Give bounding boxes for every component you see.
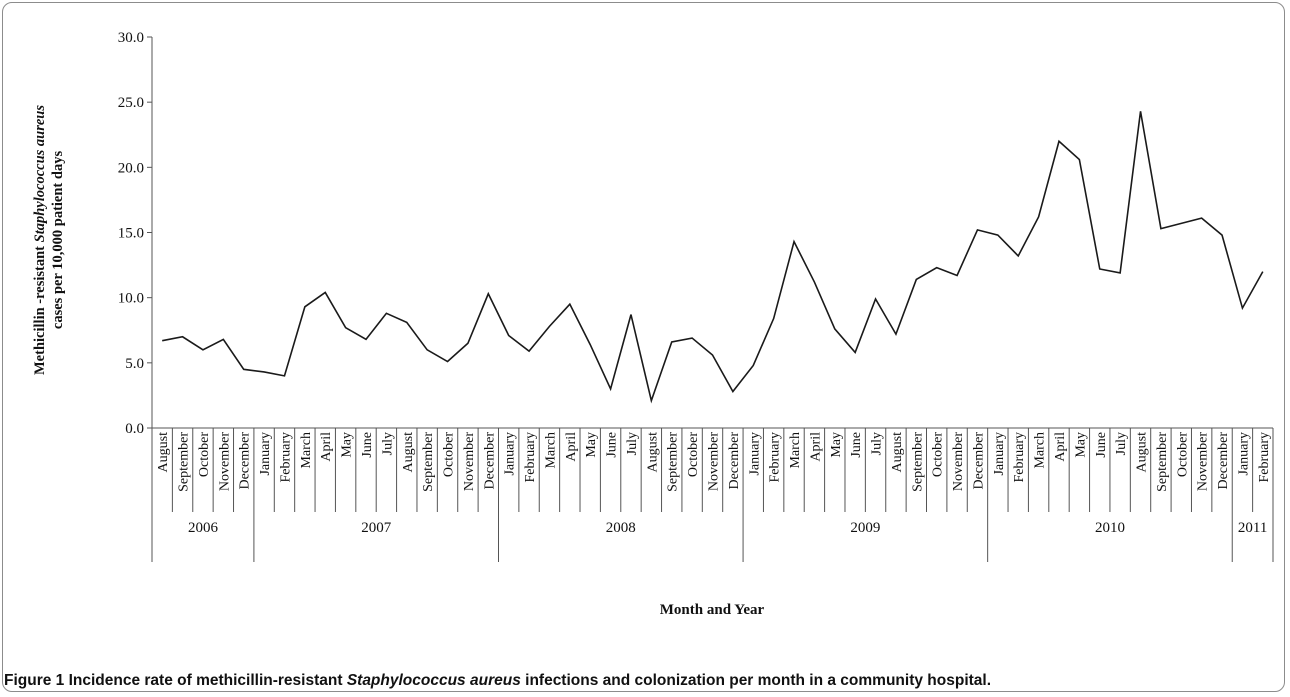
x-tick-label: July: [625, 432, 640, 455]
caption-suffix: infections and colonization per month in…: [520, 672, 992, 689]
x-tick-label: March: [788, 432, 803, 469]
x-tick-label: September: [666, 432, 681, 492]
x-tick-label: June: [360, 432, 375, 458]
y-axis-title-italic: Staphylococcus aureus: [32, 105, 48, 243]
x-tick-label: December: [238, 432, 253, 490]
y-tick-label: 25.0: [118, 95, 144, 111]
x-tick-label: October: [686, 432, 701, 477]
x-tick-label: January: [258, 432, 273, 476]
y-axis-title-line2: cases per 10,000 patient days: [50, 151, 66, 330]
x-tick-label: January: [1236, 432, 1251, 476]
year-label: 2007: [361, 520, 392, 536]
x-tick-label: February: [523, 432, 538, 483]
y-tick-label: 30.0: [118, 30, 144, 46]
x-tick-label: June: [849, 432, 864, 458]
x-tick-label: December: [971, 432, 986, 490]
year-label: 2008: [606, 520, 636, 536]
x-tick-label: September: [421, 432, 436, 492]
x-tick-label: February: [1012, 432, 1027, 483]
y-axis: 0.0 5.0 10.0 15.0 20.0 25.0 30.0: [118, 30, 153, 437]
x-tick-label: December: [727, 432, 742, 490]
x-tick-label: January: [503, 432, 518, 476]
x-tick-label: April: [564, 432, 579, 462]
x-tick-label: January: [747, 432, 762, 476]
x-tick-label: May: [829, 432, 844, 458]
y-tick-label: 5.0: [125, 356, 144, 372]
x-tick-label: October: [1175, 432, 1190, 477]
x-tick-label: September: [177, 432, 192, 492]
x-tick-label: May: [1073, 432, 1088, 458]
x-tick-label: May: [340, 432, 355, 458]
x-axis: August September October November December Ja…: [151, 427, 1274, 562]
x-tick-label: November: [462, 432, 477, 491]
x-tick-label: February: [768, 432, 783, 483]
x-tick-label: January: [992, 432, 1007, 476]
x-tick-label: February: [1257, 432, 1272, 483]
y-tick-label: 10.0: [118, 291, 144, 307]
x-tick-label: October: [442, 432, 457, 477]
x-tick-label: July: [1114, 432, 1129, 455]
x-tick-label: April: [319, 432, 334, 462]
figure-caption: Figure 1 Incidence rate of methicillin-r…: [4, 672, 1284, 690]
x-tick-label: August: [645, 432, 660, 473]
y-axis-title-prefix: Methicillin -resistant: [32, 242, 48, 375]
series-line: [162, 111, 1264, 404]
y-axis-title: Methicillin -resistant Staphylococcus au…: [32, 105, 66, 375]
x-tick-label: November: [217, 432, 232, 491]
series: [162, 111, 1264, 404]
caption-prefix: Figure 1 Incidence rate of methicillin-r…: [4, 672, 347, 689]
x-tick-label: June: [1094, 432, 1109, 458]
y-tick-label: 15.0: [118, 226, 144, 242]
x-tick-label: November: [1196, 432, 1211, 491]
x-tick-label: March: [299, 432, 314, 469]
x-tick-label: December: [1216, 432, 1231, 490]
x-tick-label: November: [951, 432, 966, 491]
x-tick-label: August: [401, 432, 416, 473]
x-tick-label: July: [870, 432, 885, 455]
x-tick-label: August: [156, 432, 171, 473]
x-tick-label: October: [197, 432, 212, 477]
x-tick-label: April: [1053, 432, 1068, 462]
x-tick-label: October: [931, 432, 946, 477]
y-tick-label: 0.0: [125, 421, 144, 437]
x-tick-label: August: [1135, 432, 1150, 473]
year-label: 2011: [1238, 520, 1267, 536]
x-tick-label: March: [543, 432, 558, 469]
y-axis-title-line1: Methicillin -resistant Staphylococcus au…: [32, 105, 48, 375]
caption-italic: Staphylococcus aureus: [346, 672, 521, 689]
x-tick-label: December: [482, 432, 497, 490]
x-tick-label: September: [910, 432, 925, 492]
x-tick-label: August: [890, 432, 905, 473]
x-tick-label: November: [707, 432, 722, 491]
year-label: 2006: [188, 520, 219, 536]
year-label: 2009: [850, 520, 880, 536]
x-tick-label: July: [380, 432, 395, 455]
x-tick-label: February: [278, 432, 293, 483]
x-axis-title: Month and Year: [660, 602, 765, 618]
x-tick-label: April: [808, 432, 823, 462]
x-tick-label: May: [584, 432, 599, 458]
year-label: 2010: [1095, 520, 1125, 536]
x-tick-label: March: [1033, 432, 1048, 469]
x-tick-label: September: [1155, 432, 1170, 492]
y-tick-label: 20.0: [118, 160, 144, 176]
x-tick-label: June: [605, 432, 620, 458]
